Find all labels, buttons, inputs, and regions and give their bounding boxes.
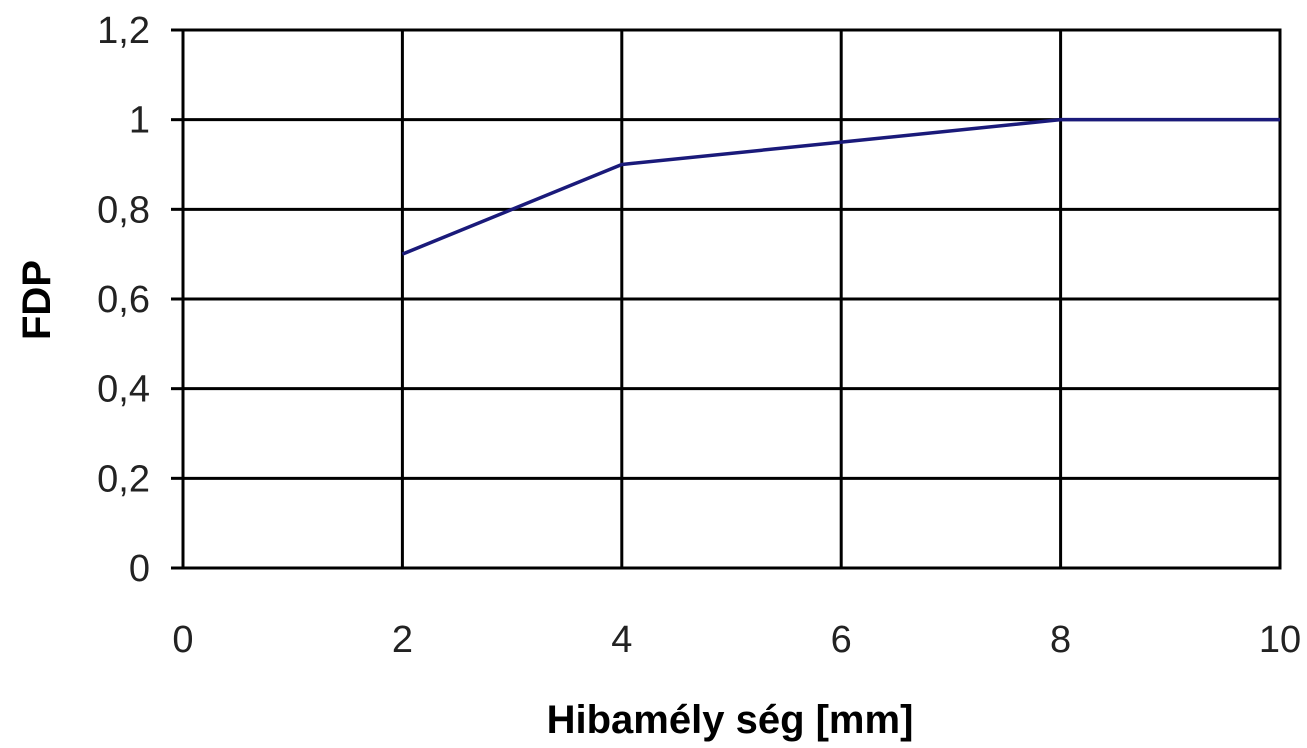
y-tick-label: 0,6 bbox=[97, 279, 150, 321]
y-tick-label: 1,2 bbox=[97, 10, 150, 52]
x-tick-label: 4 bbox=[611, 619, 632, 661]
y-axis-ticks: 0 0,2 0,4 0,6 0,8 1 1,2 bbox=[97, 10, 183, 590]
x-tick-label: 2 bbox=[392, 619, 413, 661]
y-tick-label: 0,2 bbox=[97, 458, 150, 500]
grid bbox=[183, 30, 1280, 568]
x-tick-label: 10 bbox=[1259, 619, 1301, 661]
x-axis-title: Hibamély ség [mm] bbox=[547, 698, 914, 742]
x-tick-label: 0 bbox=[172, 619, 193, 661]
y-tick-label: 0,4 bbox=[97, 369, 150, 411]
y-tick-label: 1 bbox=[129, 100, 150, 142]
y-tick-label: 0,8 bbox=[97, 189, 150, 231]
y-tick-label: 0 bbox=[129, 548, 150, 590]
y-axis-title: FDP bbox=[15, 260, 59, 340]
x-axis-ticks: 0 2 4 6 8 10 bbox=[172, 619, 1301, 661]
x-tick-label: 8 bbox=[1050, 619, 1071, 661]
x-tick-label: 6 bbox=[831, 619, 852, 661]
